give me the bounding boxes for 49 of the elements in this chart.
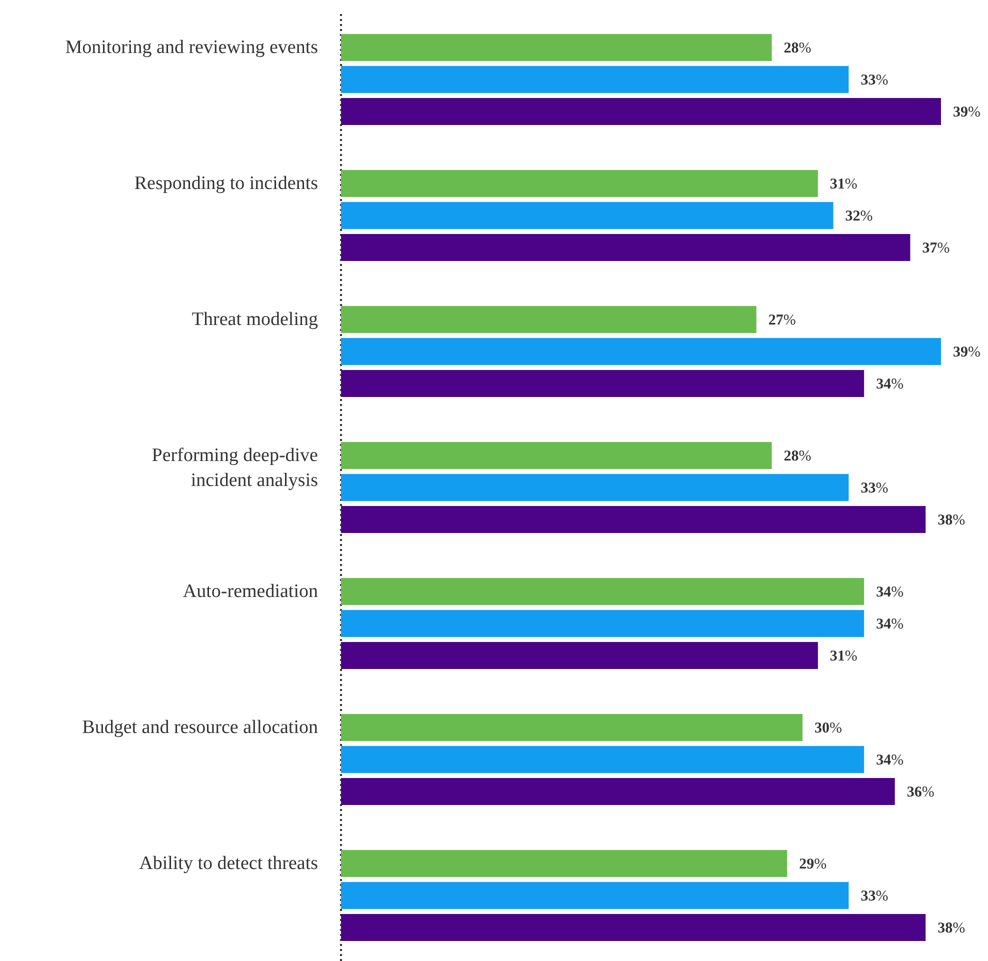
data-label: 38% [938, 512, 966, 528]
data-label: 31% [830, 176, 858, 192]
data-label: 33% [860, 480, 888, 496]
y-tick-label: Monitoring and reviewing events [65, 37, 318, 58]
data-label: 34% [876, 584, 904, 600]
y-tick-label: Threat modeling [192, 309, 318, 330]
bar [341, 506, 926, 533]
bar [341, 202, 834, 229]
bar [341, 170, 818, 197]
bar [341, 914, 926, 941]
bar [341, 778, 895, 805]
data-label: 29% [799, 856, 827, 872]
bar [341, 642, 818, 669]
data-label: 34% [876, 376, 904, 392]
data-label: 36% [906, 784, 934, 800]
y-tick-label: Ability to detect threats [139, 853, 318, 874]
data-label: 34% [876, 616, 904, 632]
bar [341, 306, 756, 333]
data-label: 34% [876, 752, 904, 768]
bar [341, 746, 864, 773]
data-label: 30% [814, 720, 842, 736]
data-label: 39% [953, 104, 980, 120]
data-label: 32% [845, 208, 873, 224]
bar [341, 578, 864, 605]
data-label: 33% [860, 72, 888, 88]
data-label: 31% [830, 648, 858, 664]
bar [341, 370, 864, 397]
bar [341, 850, 788, 877]
bar [341, 882, 849, 909]
bar [341, 610, 864, 637]
bar [341, 34, 772, 61]
y-tick-label: Responding to incidents [134, 173, 318, 194]
data-label: 37% [922, 240, 950, 256]
bar [341, 66, 849, 93]
data-label: 28% [784, 40, 812, 56]
bar [341, 234, 910, 261]
y-tick-label: Performing deep-dive incident analysis [152, 445, 318, 491]
data-label: 38% [938, 920, 966, 936]
data-label: 33% [860, 888, 888, 904]
data-label: 39% [953, 344, 980, 360]
bar [341, 442, 772, 469]
y-tick-label: Auto-remediation [182, 581, 318, 602]
bar [341, 714, 803, 741]
bar [341, 474, 849, 501]
bar [341, 338, 941, 365]
data-label: 28% [784, 448, 812, 464]
y-tick-label: Budget and resource allocation [82, 717, 318, 738]
bar [341, 98, 941, 125]
data-label: 27% [768, 312, 796, 328]
